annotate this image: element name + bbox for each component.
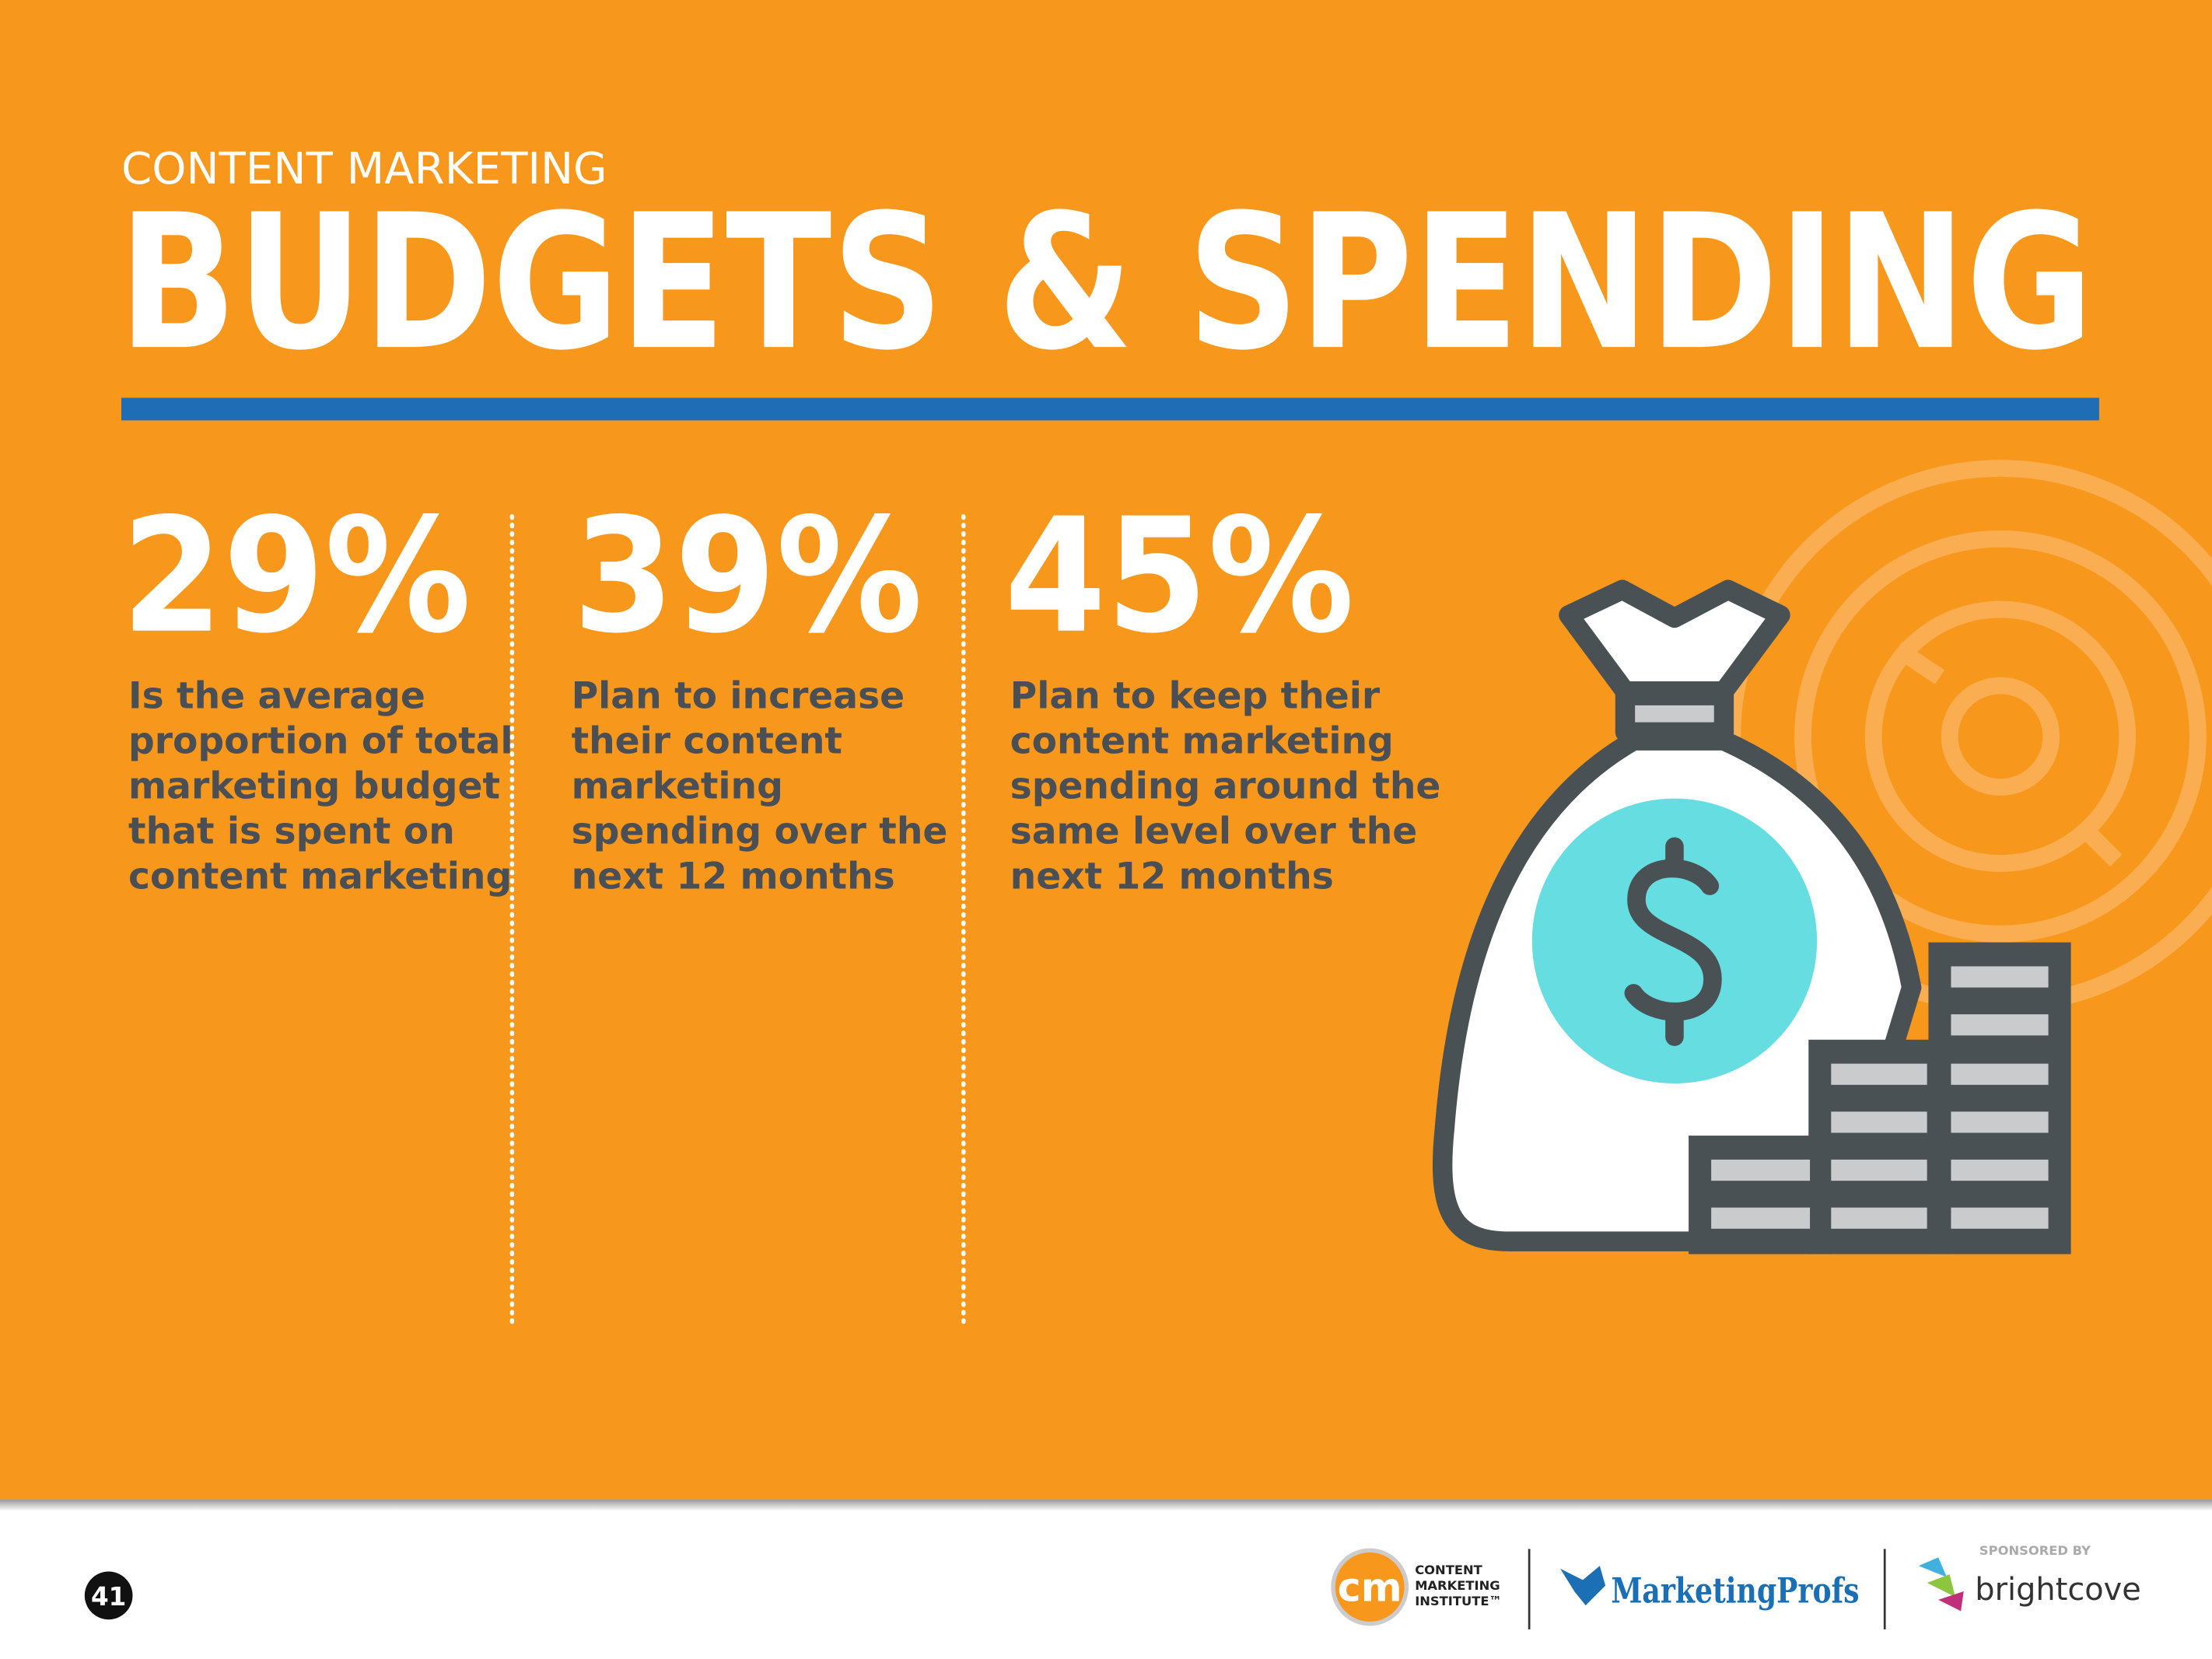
stat-description: content marketing (1010, 720, 1394, 763)
stat-description: spending over the (572, 810, 948, 853)
coin-stacks (1689, 942, 2071, 1255)
stat-description: proportion of total (128, 720, 513, 763)
stat-description: their content (572, 720, 842, 763)
stat-description: next 12 months (572, 856, 895, 898)
stat-description: marketing budget (128, 765, 500, 808)
cmi-name: MARKETING (1415, 1578, 1500, 1593)
stat-description: Plan to keep their (1010, 675, 1381, 718)
stat-description: same level over the (1010, 810, 1418, 853)
stat-value: 45% (1004, 484, 1354, 668)
marketingprofs-logo: MarketingProfs (1611, 1569, 1859, 1611)
sponsored-by: SPONSORED BY (1979, 1543, 2091, 1558)
stat-description: content marketing (128, 856, 512, 898)
brightcove-logo: brightcove (1975, 1572, 2141, 1608)
cmi-name: INSTITUTE™ (1415, 1594, 1502, 1608)
stat-description: marketing (572, 765, 783, 808)
stat-description: that is spent on (128, 810, 455, 853)
marketingprofs-bird (1560, 1566, 1606, 1606)
cmi-logo: cm (1338, 1565, 1402, 1611)
title-rule (121, 397, 2099, 421)
title: BUDGETS & SPENDING (118, 175, 2093, 391)
kicker: CONTENT MARKETING (121, 144, 607, 194)
footer (0, 1510, 2212, 1659)
cmi-badge (1331, 1548, 1409, 1626)
stat-description: Plan to increase (572, 675, 905, 718)
page-number: 41 (91, 1582, 126, 1612)
cmi-name: CONTENT (1415, 1563, 1482, 1577)
stat-description: Is the average (128, 675, 425, 718)
stat-value: 39% (572, 484, 922, 668)
page-badge (84, 1571, 133, 1620)
stat-description: next 12 months (1010, 856, 1334, 898)
footer-shadow (0, 1500, 2212, 1511)
money-bag-icon (1433, 579, 1922, 1251)
stat-value: 29% (121, 484, 471, 668)
stat-description: spending around the (1010, 765, 1441, 808)
brightcove-mark (1918, 1557, 1964, 1612)
